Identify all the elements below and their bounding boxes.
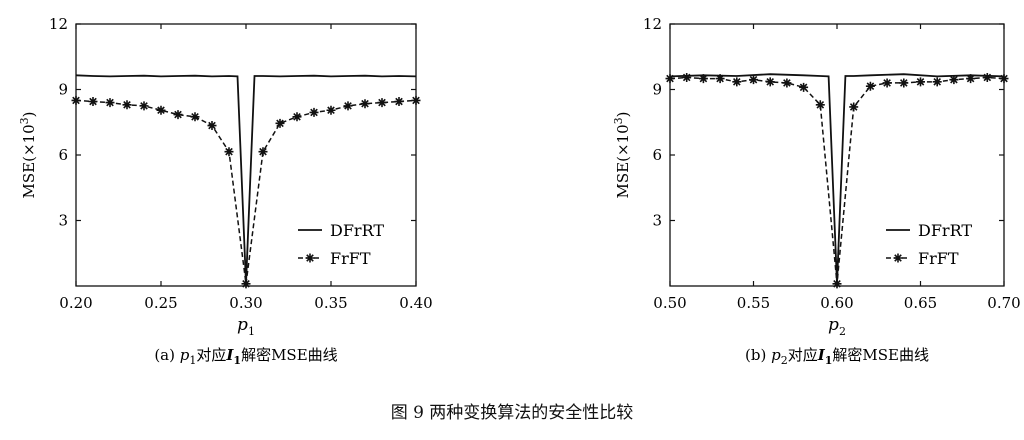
figure-caption: 图 9 两种变换算法的安全性比较 (390, 403, 634, 423)
data-point-frft (682, 72, 692, 82)
data-point-frft (71, 95, 81, 105)
y-tick-label: 3 (58, 212, 68, 230)
x-tick-label: 0.70 (987, 294, 1020, 312)
data-point-frft (275, 118, 285, 128)
data-point-frft (949, 75, 959, 85)
x-axis-label: p1 (237, 315, 255, 338)
data-point-frft (224, 147, 234, 157)
data-point-frft (782, 78, 792, 88)
data-point-frft (122, 100, 132, 110)
data-point-frft (799, 82, 809, 92)
x-tick-label: 0.60 (820, 294, 853, 312)
legend-label-frft: FrFT (918, 249, 959, 268)
data-point-frft (258, 147, 268, 157)
data-point-frft (916, 77, 925, 87)
data-point-frft (309, 107, 319, 117)
legend-label-dfrrt: DFrRT (918, 221, 972, 240)
data-point-frft (932, 77, 942, 87)
data-point-frft (715, 74, 725, 84)
x-tick-label: 0.65 (904, 294, 937, 312)
chart-panel-b: 3 6 9 12 0.50 0.55 0.60 0.65 0.70 MSE(×103) p2 DFrR… (612, 15, 1021, 367)
legend-marker-frft (305, 253, 315, 263)
data-point-frft (105, 98, 115, 108)
data-point-frft (377, 98, 387, 108)
data-point-frft (394, 97, 404, 107)
data-point-frft (698, 74, 708, 84)
data-point-frft (815, 100, 825, 110)
x-tick-label: 0.40 (399, 294, 432, 312)
plot-frame (75, 23, 417, 287)
data-point-frft (732, 77, 742, 87)
data-point-frft (966, 74, 976, 84)
y-axis-label: MSE(×103) (18, 112, 38, 199)
data-point-frft (156, 105, 166, 115)
legend-marker-frft (893, 253, 903, 263)
y-tick-label: 12 (643, 15, 662, 33)
data-point-frft (241, 279, 251, 289)
data-point-frft (173, 110, 183, 120)
legend-label-dfrrt: DFrRT (330, 221, 384, 240)
data-point-frft (999, 74, 1009, 84)
y-tick-label: 9 (58, 81, 68, 99)
data-point-frft (665, 74, 675, 84)
data-point-frft (899, 78, 909, 88)
y-tick-label: 6 (652, 146, 662, 164)
y-axis-label: MSE(×103) (612, 112, 632, 199)
data-point-frft (207, 121, 217, 131)
data-point-frft (292, 112, 302, 122)
y-tick-label: 3 (652, 212, 662, 230)
data-point-frft (326, 105, 336, 115)
x-tick-label: 0.50 (653, 294, 686, 312)
panel-caption: (a) p1对应I1解密MSE曲线 (154, 346, 337, 367)
data-point-frft (749, 75, 758, 85)
plot-frame (669, 23, 1005, 287)
x-tick-label: 0.35 (314, 294, 347, 312)
y-tick-label: 12 (49, 15, 68, 33)
data-point-frft (832, 279, 842, 289)
data-point-frft (849, 102, 859, 112)
x-tick-label: 0.20 (59, 294, 92, 312)
data-point-frft (765, 77, 775, 87)
legend-label-frft: FrFT (330, 249, 371, 268)
y-tick-label: 9 (652, 81, 662, 99)
x-axis-label: p2 (828, 315, 846, 338)
x-tick-label: 0.55 (737, 294, 770, 312)
chart-panel-a: 3 6 9 12 0.20 0.25 0.30 0.35 0.40 MSE(×103) p1 DFrR… (18, 15, 433, 367)
x-tick-label: 0.30 (229, 294, 262, 312)
data-point-frft (139, 101, 149, 111)
data-point-frft (190, 112, 200, 122)
data-point-frft (343, 101, 353, 111)
data-point-frft (88, 97, 98, 107)
data-point-frft (982, 72, 992, 82)
data-point-frft (411, 95, 421, 105)
x-tick-label: 0.25 (144, 294, 177, 312)
data-point-frft (360, 99, 370, 109)
data-point-frft (865, 81, 875, 91)
y-tick-label: 6 (58, 146, 68, 164)
data-point-frft (882, 78, 892, 88)
panel-caption: (b) p2对应I1解密MSE曲线 (745, 346, 929, 367)
